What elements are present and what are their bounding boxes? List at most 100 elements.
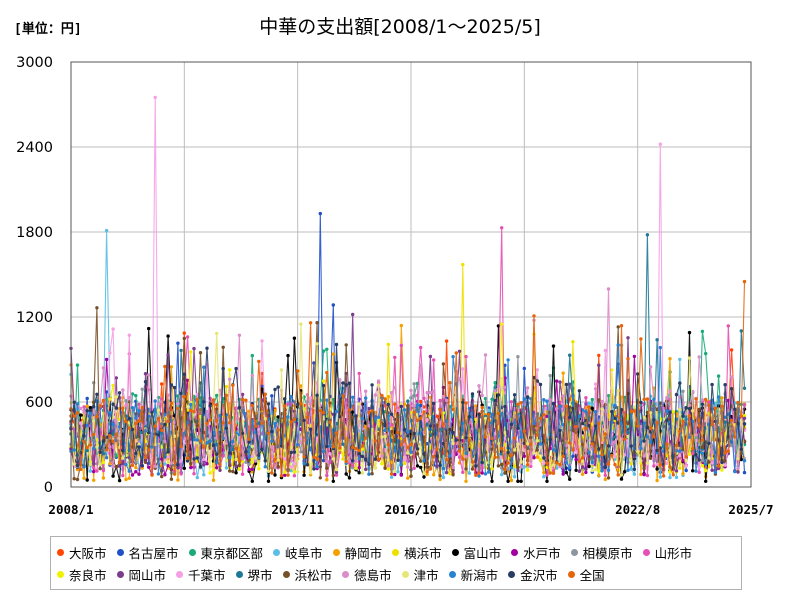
data-point — [160, 428, 164, 433]
data-point — [75, 463, 80, 468]
data-point — [425, 470, 429, 474]
data-point — [95, 392, 99, 396]
data-point — [224, 426, 229, 430]
data-point — [237, 467, 242, 471]
data-point — [121, 388, 125, 392]
data-point — [166, 464, 170, 468]
data-point — [224, 458, 229, 463]
data-point — [451, 355, 455, 359]
data-point — [228, 421, 232, 425]
data-point — [140, 405, 144, 410]
data-point — [419, 363, 423, 367]
data-point — [674, 392, 679, 397]
data-point — [389, 472, 394, 476]
data-point — [632, 405, 637, 409]
data-point — [474, 417, 478, 422]
data-point — [516, 465, 520, 470]
data-point — [318, 476, 322, 480]
data-point — [512, 448, 517, 452]
data-point — [166, 455, 170, 459]
data-point — [308, 402, 313, 406]
data-point — [522, 397, 526, 401]
data-point — [419, 345, 423, 350]
data-point — [130, 392, 135, 396]
data-point — [655, 478, 659, 483]
data-point — [697, 355, 701, 359]
data-point — [257, 467, 261, 471]
data-point — [674, 443, 679, 448]
data-point — [396, 413, 400, 417]
data-point — [642, 454, 646, 458]
data-point — [597, 363, 601, 367]
data-point — [260, 421, 264, 425]
data-point — [464, 451, 468, 455]
data-point — [422, 396, 426, 400]
data-point — [619, 473, 624, 477]
data-point — [629, 409, 633, 414]
data-point — [101, 452, 106, 456]
data-point — [461, 367, 465, 371]
data-point — [606, 462, 611, 466]
data-point — [283, 397, 287, 401]
data-point — [315, 393, 319, 397]
data-point — [101, 366, 106, 370]
data-point — [334, 470, 339, 474]
data-point — [610, 386, 614, 390]
data-point — [92, 465, 96, 470]
data-point — [535, 368, 539, 372]
data-point — [448, 427, 452, 432]
data-point — [169, 477, 174, 481]
data-point — [215, 419, 219, 423]
data-point — [720, 404, 724, 408]
data-point — [331, 479, 335, 483]
data-point — [441, 475, 446, 480]
legend-label: 岡山市 — [128, 567, 167, 583]
data-point — [108, 445, 112, 449]
data-point — [742, 414, 747, 418]
data-point — [373, 466, 378, 470]
data-point — [147, 465, 151, 469]
data-point — [616, 343, 620, 347]
legend-marker-icon — [57, 548, 64, 556]
data-point — [228, 455, 232, 460]
data-point — [619, 408, 624, 412]
data-point — [386, 458, 390, 462]
data-point — [584, 409, 588, 414]
data-point — [166, 334, 170, 338]
data-point — [652, 464, 656, 468]
data-point — [626, 434, 630, 439]
data-point — [535, 448, 539, 452]
data-point — [739, 451, 743, 456]
data-point — [150, 410, 154, 414]
data-point — [415, 418, 420, 423]
data-point — [202, 365, 206, 369]
data-point — [629, 444, 633, 448]
data-point — [422, 459, 426, 463]
data-point — [315, 321, 319, 325]
data-point — [137, 402, 141, 406]
data-point — [114, 376, 119, 380]
data-point — [79, 421, 83, 425]
data-point — [308, 396, 313, 400]
data-point — [477, 412, 481, 417]
data-point — [325, 473, 329, 478]
legend-item: 静岡市 — [332, 541, 382, 563]
data-point — [720, 468, 724, 472]
data-point — [496, 393, 501, 397]
data-point — [389, 429, 394, 434]
data-point — [286, 473, 290, 477]
data-point — [276, 415, 280, 419]
data-point — [292, 474, 297, 478]
data-point — [250, 479, 254, 483]
data-point — [202, 463, 206, 467]
data-point — [406, 404, 410, 408]
data-point — [509, 466, 514, 470]
data-point — [347, 381, 352, 385]
data-point — [555, 379, 559, 383]
data-point — [75, 363, 80, 367]
data-point — [684, 464, 688, 468]
data-point — [137, 445, 141, 449]
data-point — [179, 444, 183, 449]
data-point — [130, 427, 135, 432]
data-point — [467, 438, 471, 442]
